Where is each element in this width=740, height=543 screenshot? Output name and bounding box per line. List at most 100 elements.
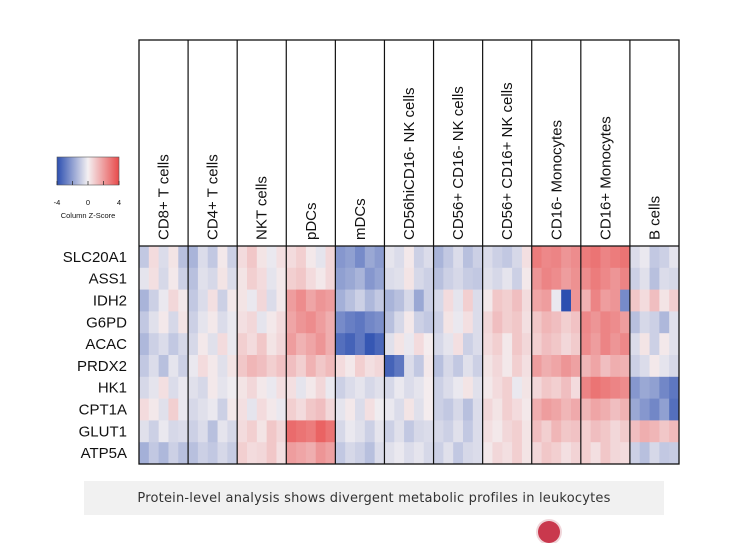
heatmap-cell bbox=[207, 311, 218, 334]
heatmap-cell bbox=[620, 398, 631, 421]
heatmap-cell bbox=[139, 289, 150, 312]
heatmap-cell bbox=[315, 398, 326, 421]
heatmap-cell bbox=[531, 355, 542, 378]
heatmap-cell bbox=[659, 246, 670, 269]
heatmap-cell bbox=[629, 376, 641, 399]
heatmap-cell bbox=[561, 398, 572, 421]
heatmap-cell bbox=[197, 246, 209, 269]
heatmap-cell bbox=[669, 376, 680, 399]
heatmap-cell bbox=[620, 311, 631, 334]
heatmap-cell bbox=[394, 420, 405, 443]
heatmap-cell bbox=[276, 311, 287, 334]
heatmap-cell bbox=[590, 246, 601, 269]
heatmap-cell bbox=[404, 355, 415, 378]
column-label: mDCs bbox=[352, 198, 369, 240]
heatmap-cell bbox=[139, 376, 150, 399]
heatmap-cell bbox=[325, 398, 336, 421]
heatmap-cell bbox=[355, 398, 366, 421]
heatmap-cell bbox=[492, 333, 503, 356]
heatmap-cell bbox=[364, 289, 376, 312]
heatmap-cell bbox=[413, 333, 425, 356]
heatmap-cell bbox=[492, 442, 503, 465]
heatmap-cell bbox=[315, 442, 326, 465]
heatmap-cell bbox=[345, 333, 356, 356]
heatmap-cell bbox=[639, 289, 650, 312]
heatmap-cell bbox=[345, 420, 356, 443]
heatmap-cell bbox=[404, 376, 415, 399]
heatmap-cell bbox=[531, 333, 542, 356]
heatmap-cell bbox=[423, 398, 434, 421]
heatmap-cell bbox=[227, 376, 238, 399]
heatmap-cell bbox=[315, 267, 326, 290]
heatmap-cell bbox=[305, 289, 317, 312]
heatmap-cell bbox=[364, 355, 376, 378]
heatmap-cell bbox=[492, 376, 503, 399]
heatmap-cell bbox=[571, 311, 582, 334]
plot-frame bbox=[138, 39, 680, 465]
heatmap-cell bbox=[247, 289, 258, 312]
heatmap-cell bbox=[237, 442, 248, 465]
heatmap-cell bbox=[502, 289, 513, 312]
heatmap-cell bbox=[551, 398, 562, 421]
heatmap-cell bbox=[256, 442, 268, 465]
heatmap-cell bbox=[629, 267, 641, 290]
heatmap-cell bbox=[247, 355, 258, 378]
column-label: CD56+ CD16- NK cells bbox=[450, 86, 467, 240]
heatmap-cell bbox=[276, 420, 287, 443]
heatmap-cell bbox=[227, 442, 238, 465]
heatmap-cell bbox=[541, 267, 552, 290]
heatmap-cell bbox=[237, 267, 248, 290]
heatmap-cell bbox=[286, 289, 297, 312]
heatmap-cell bbox=[502, 442, 513, 465]
heatmap-cell bbox=[247, 442, 258, 465]
heatmap-cell bbox=[580, 333, 592, 356]
heatmap-cell bbox=[374, 376, 385, 399]
heatmap-cell bbox=[188, 355, 199, 378]
heatmap-cell bbox=[629, 289, 641, 312]
heatmap-cell bbox=[531, 289, 542, 312]
heatmap-cell bbox=[374, 267, 385, 290]
heatmap-cell bbox=[404, 333, 415, 356]
heatmap-cell bbox=[443, 442, 454, 465]
heatmap-cell bbox=[325, 442, 336, 465]
heatmap-cell bbox=[355, 333, 366, 356]
heatmap-cell bbox=[629, 398, 641, 421]
heatmap-cell bbox=[207, 289, 218, 312]
heatmap-cell bbox=[472, 311, 484, 334]
heatmap-cell bbox=[188, 311, 199, 334]
heatmap-cell bbox=[227, 246, 238, 269]
heatmap-cell bbox=[443, 289, 454, 312]
heatmap-cell bbox=[394, 355, 405, 378]
row-label: G6PD bbox=[86, 314, 127, 331]
heatmap-cell bbox=[423, 311, 434, 334]
heatmap-cell bbox=[482, 398, 493, 421]
heatmap-cell bbox=[315, 376, 326, 399]
heatmap-cell bbox=[590, 442, 601, 465]
heatmap-cell bbox=[188, 376, 199, 399]
heatmap-cell bbox=[541, 289, 552, 312]
heatmap-cell bbox=[384, 442, 395, 465]
heatmap-cell bbox=[355, 246, 366, 269]
heatmap-cell bbox=[580, 311, 592, 334]
heatmap-cell bbox=[384, 267, 395, 290]
heatmap-cell bbox=[335, 355, 346, 378]
heatmap-cell bbox=[158, 333, 169, 356]
heatmap-cell bbox=[610, 267, 621, 290]
heatmap-cell bbox=[521, 376, 533, 399]
heatmap-cell bbox=[669, 311, 680, 334]
heatmap-cell bbox=[364, 246, 376, 269]
heatmap-cell bbox=[669, 398, 680, 421]
heatmap-cell bbox=[178, 289, 189, 312]
heatmap-cell bbox=[492, 289, 503, 312]
heatmap-cell bbox=[551, 420, 562, 443]
legend-title: Column Z-Score bbox=[61, 211, 116, 220]
heatmap-cell bbox=[571, 355, 582, 378]
heatmap-cell bbox=[472, 333, 484, 356]
legend-tick-label: 4 bbox=[117, 198, 121, 207]
heatmap-cell bbox=[649, 442, 660, 465]
heatmap-cell bbox=[256, 267, 268, 290]
heatmap-cell bbox=[531, 267, 542, 290]
heatmap-cell bbox=[227, 355, 238, 378]
heatmap-cell bbox=[364, 333, 376, 356]
heatmap-cell bbox=[413, 289, 425, 312]
